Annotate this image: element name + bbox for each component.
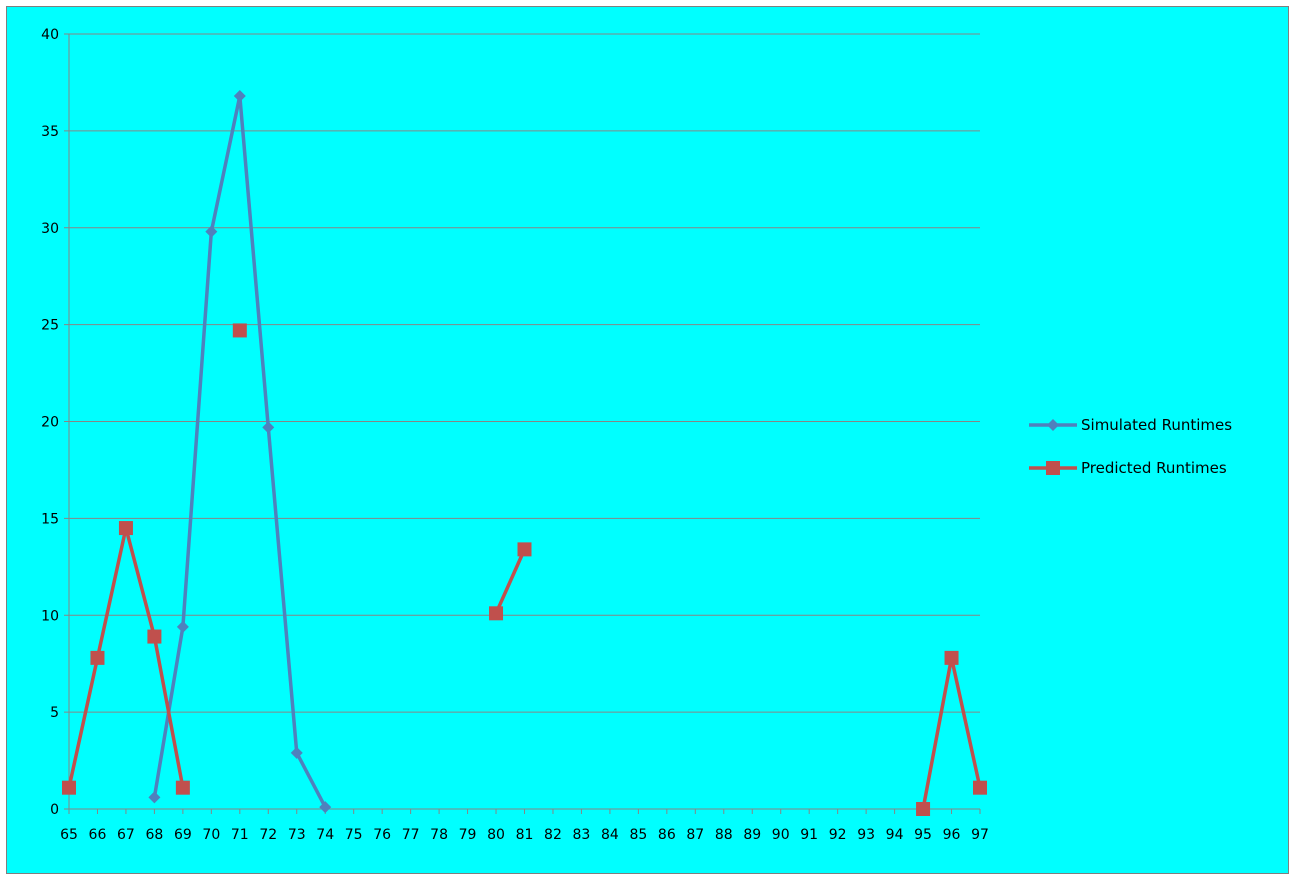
y-tick-label: 0 bbox=[50, 802, 59, 818]
y-tick-label: 40 bbox=[41, 27, 59, 43]
x-tick-label: 86 bbox=[658, 827, 676, 843]
x-tick-label: 75 bbox=[345, 827, 363, 843]
x-tick-label: 88 bbox=[715, 827, 733, 843]
data-point-square bbox=[973, 780, 987, 795]
data-point-diamond bbox=[233, 90, 246, 102]
x-tick-label: 90 bbox=[772, 827, 790, 843]
data-point-square bbox=[944, 650, 959, 665]
data-point-square bbox=[916, 802, 931, 816]
x-tick-label: 95 bbox=[914, 827, 932, 843]
x-tick-label: 94 bbox=[886, 827, 904, 843]
x-tick-label: 74 bbox=[316, 827, 334, 843]
x-tick-label: 73 bbox=[288, 827, 306, 843]
series-line-2 bbox=[921, 656, 982, 810]
line-chart: 0 5 10 15 20 25 30 35 40 65 66 67 68 69 70 71 72 73 74 75 76… bbox=[41, 27, 1232, 843]
chart-area: 0 5 10 15 20 25 30 35 40 65 66 67 68 69 70 71 72 73 74 75 76… bbox=[6, 6, 1289, 874]
x-tick-label: 96 bbox=[943, 827, 961, 843]
data-point-diamond bbox=[262, 421, 275, 434]
x-tick-label: 65 bbox=[60, 827, 78, 843]
data-point-diamond bbox=[176, 620, 189, 633]
x-tick-label: 76 bbox=[373, 827, 391, 843]
data-point-square bbox=[118, 521, 133, 536]
series-line-2 bbox=[494, 548, 527, 615]
legend-marker-square bbox=[1046, 461, 1060, 475]
x-tick-label: 84 bbox=[601, 827, 619, 843]
series-line-1 bbox=[152, 94, 327, 808]
data-point-square bbox=[232, 323, 247, 338]
data-point-diamond bbox=[148, 791, 161, 804]
y-tick-label: 20 bbox=[41, 415, 59, 431]
data-point-diamond bbox=[205, 225, 218, 238]
y-tick-label: 15 bbox=[41, 511, 59, 527]
x-tick-label: 91 bbox=[800, 827, 818, 843]
x-tick-label: 78 bbox=[430, 827, 448, 843]
y-tick-label: 30 bbox=[41, 221, 59, 237]
x-tick-label: 97 bbox=[971, 827, 989, 843]
data-point-diamond bbox=[319, 801, 332, 814]
x-tick-label: 89 bbox=[743, 827, 761, 843]
data-point-square bbox=[147, 629, 162, 644]
x-tick-label: 77 bbox=[402, 827, 420, 843]
x-tick-label: 66 bbox=[89, 827, 107, 843]
x-tick-label: 72 bbox=[259, 827, 277, 843]
x-tick-label: 87 bbox=[686, 827, 704, 843]
y-tick-label: 25 bbox=[41, 318, 59, 334]
data-point-square bbox=[489, 606, 504, 621]
x-tick-label: 82 bbox=[544, 827, 562, 843]
data-point-square bbox=[62, 780, 76, 795]
x-tick-label: 92 bbox=[829, 827, 847, 843]
x-tick-label: 69 bbox=[174, 827, 192, 843]
x-tick-label: 79 bbox=[459, 827, 477, 843]
x-tick-label: 68 bbox=[145, 827, 163, 843]
x-tick-label: 83 bbox=[573, 827, 591, 843]
x-tick-label: 80 bbox=[487, 827, 505, 843]
data-point-square bbox=[517, 542, 532, 557]
x-tick-label: 93 bbox=[857, 827, 875, 843]
legend-marker-diamond bbox=[1047, 419, 1059, 431]
series-line-2 bbox=[67, 526, 185, 789]
data-point-square bbox=[175, 780, 190, 795]
y-tick-label: 10 bbox=[41, 608, 59, 624]
data-point-square bbox=[90, 650, 105, 665]
x-tick-label: 85 bbox=[629, 827, 647, 843]
legend-label: Simulated Runtimes bbox=[1081, 416, 1232, 434]
y-tick-label: 35 bbox=[41, 124, 59, 140]
legend-label: Predicted Runtimes bbox=[1081, 459, 1227, 477]
x-tick-label: 70 bbox=[202, 827, 220, 843]
y-tick-label: 5 bbox=[50, 705, 59, 721]
x-tick-label: 71 bbox=[231, 827, 249, 843]
data-point-diamond bbox=[290, 746, 303, 759]
x-tick-label: 67 bbox=[117, 827, 135, 843]
x-tick-label: 81 bbox=[516, 827, 534, 843]
